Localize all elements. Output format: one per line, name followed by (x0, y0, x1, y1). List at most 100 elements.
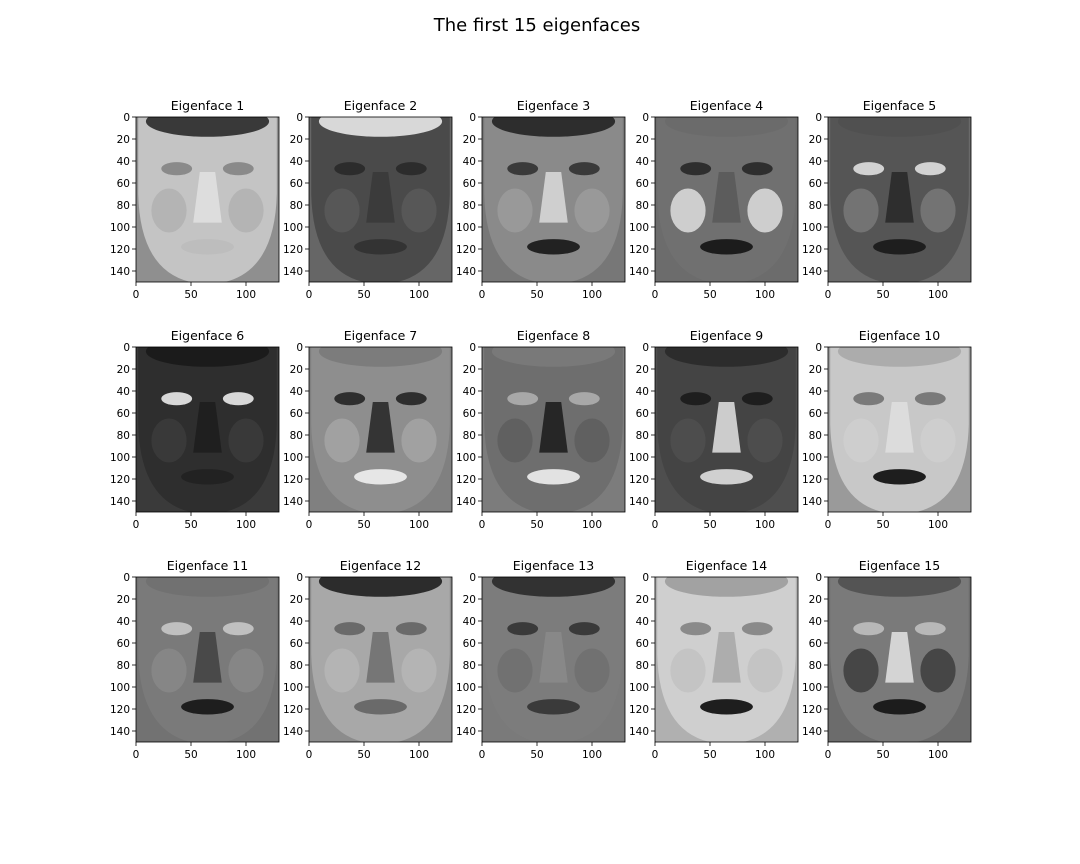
x-tick-label: 100 (236, 749, 256, 761)
y-tick-label: 40 (636, 386, 649, 398)
y-tick-label: 100 (802, 452, 822, 464)
y-tick-label: 120 (802, 474, 822, 486)
hairline-region (491, 347, 616, 367)
panel-title: Eigenface 14 (686, 558, 767, 573)
y-tick-label: 40 (809, 386, 822, 398)
cheek-left (670, 648, 706, 693)
eigenface-panel: Eigenface 5 0 50 100 0 20 40 60 80 100 120 140 (802, 98, 972, 301)
panel-title: Eigenface 7 (344, 328, 417, 343)
x-tick-label: 100 (409, 519, 429, 531)
eigenface-image (828, 347, 971, 512)
x-tick-label: 100 (928, 289, 948, 301)
axes-frame (308, 576, 453, 743)
x-tick-label: 100 (755, 749, 775, 761)
y-tick-label: 100 (629, 452, 649, 464)
eye-left (507, 622, 539, 636)
panel-title: Eigenface 1 (171, 98, 244, 113)
y-tick-label: 20 (117, 364, 130, 376)
subplot-grid: Eigenface 10 50 100020406080100120140Eigen… (110, 98, 972, 761)
y-tick-label: 60 (117, 178, 130, 190)
panel-title: Eigenface 10 (859, 328, 940, 343)
mouth-region (873, 469, 926, 485)
y-tick-label: 80 (809, 430, 822, 442)
y-tick-label: 40 (809, 156, 822, 168)
y-tick-label: 60 (290, 178, 303, 190)
eigenface-image (309, 117, 452, 282)
hairline-region (837, 117, 962, 137)
cheek-right (747, 188, 783, 233)
y-tick-label: 20 (117, 594, 130, 606)
eigenface-panel: Eigenface 12 0 50 100 0 20 40 60 80 100 120 140 (283, 558, 453, 761)
hairline-region (145, 117, 270, 137)
hairline-region (837, 577, 962, 597)
eigenface-image (655, 347, 798, 512)
axes-frame (827, 346, 972, 513)
eigenface-image (309, 347, 452, 512)
y-tick-label: 40 (117, 156, 130, 168)
y-tick-label: 40 (117, 386, 130, 398)
eye-right (395, 392, 427, 406)
y-tick-label: 80 (290, 430, 303, 442)
y-tick-label: 0 (296, 112, 303, 124)
eigenface-image (136, 577, 279, 742)
y-tick-label: 20 (463, 364, 476, 376)
x-tick-label: 50 (876, 289, 889, 301)
y-tick-label: 120 (629, 474, 649, 486)
eigenface-panel: Eigenface 14 0 50 100 0 20 40 60 80 100 120 140 (629, 558, 799, 761)
y-tick-label: 120 (110, 704, 130, 716)
x-tick-label: 0 (825, 519, 832, 531)
mouth-region (354, 699, 407, 715)
y-tick-label: 80 (117, 200, 130, 212)
mouth-region (181, 699, 234, 715)
mouth-region (527, 469, 580, 485)
eigenface-image (828, 577, 971, 742)
x-tick-label: 0 (479, 289, 486, 301)
x-tick-label: 0 (306, 289, 313, 301)
panel-title: Eigenface 6 (171, 328, 245, 343)
eye-left (853, 622, 885, 636)
axes-frame (481, 576, 626, 743)
y-tick-label: 140 (456, 726, 476, 738)
x-tick-label: 0 (133, 289, 140, 301)
x-tick-label: 0 (479, 749, 486, 761)
x-tick-label: 50 (530, 289, 543, 301)
cheek-left (843, 648, 879, 693)
x-tick-label: 100 (409, 289, 429, 301)
eigenface-image (482, 117, 625, 282)
y-tick-label: 0 (815, 572, 822, 584)
hairline-region (664, 577, 789, 597)
y-tick-label: 40 (463, 616, 476, 628)
y-tick-label: 40 (290, 386, 303, 398)
cheek-left (670, 188, 706, 233)
y-tick-label: 120 (629, 244, 649, 256)
hairline-region (145, 577, 270, 597)
hairline-region (491, 117, 616, 137)
y-tick-label: 80 (117, 430, 130, 442)
nose-region (366, 402, 395, 453)
x-tick-label: 0 (652, 749, 659, 761)
hairline-region (664, 347, 789, 367)
y-tick-label: 80 (117, 660, 130, 672)
x-tick-label: 0 (133, 749, 140, 761)
x-tick-label: 50 (530, 749, 543, 761)
cheek-left (497, 188, 533, 233)
nose-region (712, 632, 741, 683)
y-tick-label: 60 (117, 408, 130, 420)
x-tick-label: 0 (306, 519, 313, 531)
y-tick-label: 60 (117, 638, 130, 650)
mouth-region (700, 469, 753, 485)
nose-region (366, 632, 395, 683)
x-tick-label: 100 (582, 749, 602, 761)
eigenface-panel: Eigenface 4 0 50 100 0 20 40 60 80 100 120 140 (629, 98, 799, 301)
cheek-right (574, 648, 610, 693)
y-tick-label: 140 (110, 726, 130, 738)
x-tick-label: 50 (184, 289, 197, 301)
eigenface-image (655, 117, 798, 282)
mouth-region (354, 239, 407, 255)
y-tick-label: 60 (636, 638, 649, 650)
y-tick-label: 40 (463, 156, 476, 168)
y-tick-label: 80 (809, 660, 822, 672)
hairline-region (318, 577, 443, 597)
eye-right (222, 622, 254, 636)
x-tick-label: 50 (184, 519, 197, 531)
